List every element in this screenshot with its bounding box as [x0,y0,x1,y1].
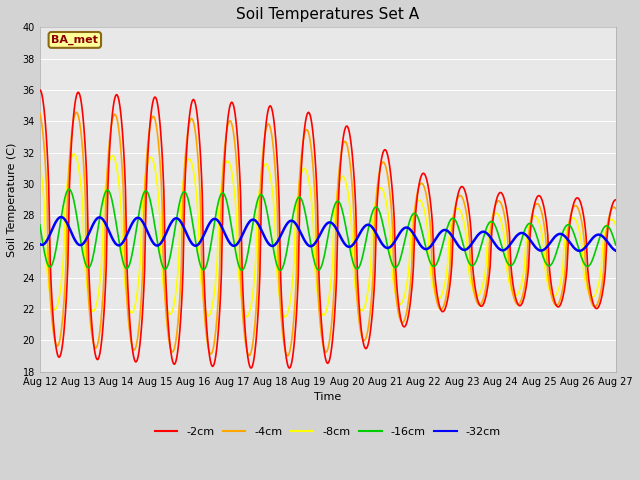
Title: Soil Temperatures Set A: Soil Temperatures Set A [236,7,419,22]
Y-axis label: Soil Temperature (C): Soil Temperature (C) [7,143,17,257]
X-axis label: Time: Time [314,392,341,402]
Text: BA_met: BA_met [51,35,99,45]
Legend: -2cm, -4cm, -8cm, -16cm, -32cm: -2cm, -4cm, -8cm, -16cm, -32cm [150,422,505,441]
